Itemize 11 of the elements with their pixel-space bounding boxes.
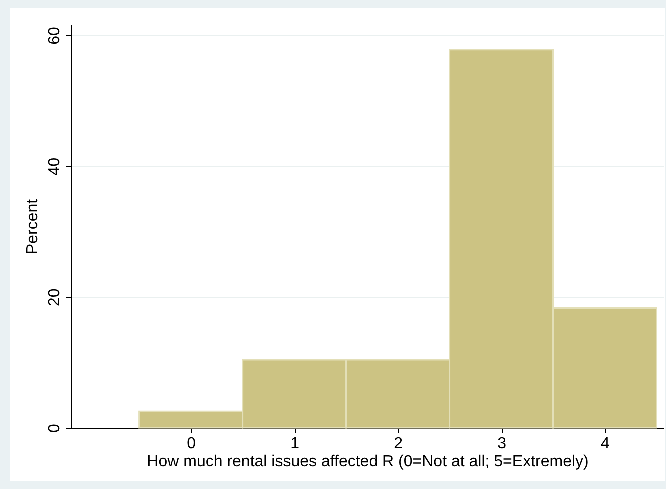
y-tick-label: 60 [46, 26, 64, 45]
x-axis-title: How much rental issues affected R (0=Not at all; 5=Extremely) [147, 454, 589, 470]
x-tick-label: 1 [290, 436, 300, 452]
x-tick-label: 0 [187, 436, 196, 452]
x-tick-label: 3 [498, 436, 507, 452]
y-tick-label: 0 [46, 424, 64, 433]
x-tick-label: 2 [394, 436, 404, 452]
y-tick-label: 20 [46, 288, 64, 307]
x-tick-label: 4 [601, 436, 610, 452]
y-tick-label: 40 [46, 158, 64, 176]
y-axis-title: Percent [24, 198, 42, 255]
